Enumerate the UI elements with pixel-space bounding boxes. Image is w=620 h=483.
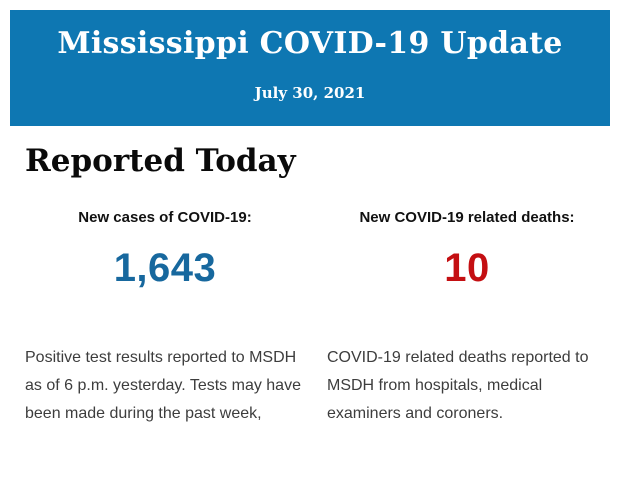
cases-description: Positive test results reported to MSDH a… (25, 349, 301, 422)
stat-column-deaths: New COVID-19 related deaths: 10 COVID-19… (327, 210, 607, 428)
main-content: Reported Today New cases of COVID-19: 1,… (0, 143, 620, 428)
deaths-label: New COVID-19 related deaths: (359, 209, 575, 226)
cases-value: 1,643 (113, 246, 217, 290)
cases-label: New cases of COVID-19: (78, 209, 252, 226)
section-heading: Reported Today (25, 143, 296, 179)
newsletter-title: Mississippi COVID-19 Update (57, 26, 563, 61)
stats-grid: New cases of COVID-19: 1,643 Positive te… (25, 210, 607, 428)
header-banner: Mississippi COVID-19 Update July 30, 202… (10, 10, 610, 126)
stat-column-cases: New cases of COVID-19: 1,643 Positive te… (25, 210, 305, 428)
newsletter-date: July 30, 2021 (254, 84, 366, 102)
deaths-description: COVID-19 related deaths reported to MSDH… (327, 349, 589, 422)
deaths-value: 10 (444, 246, 490, 290)
